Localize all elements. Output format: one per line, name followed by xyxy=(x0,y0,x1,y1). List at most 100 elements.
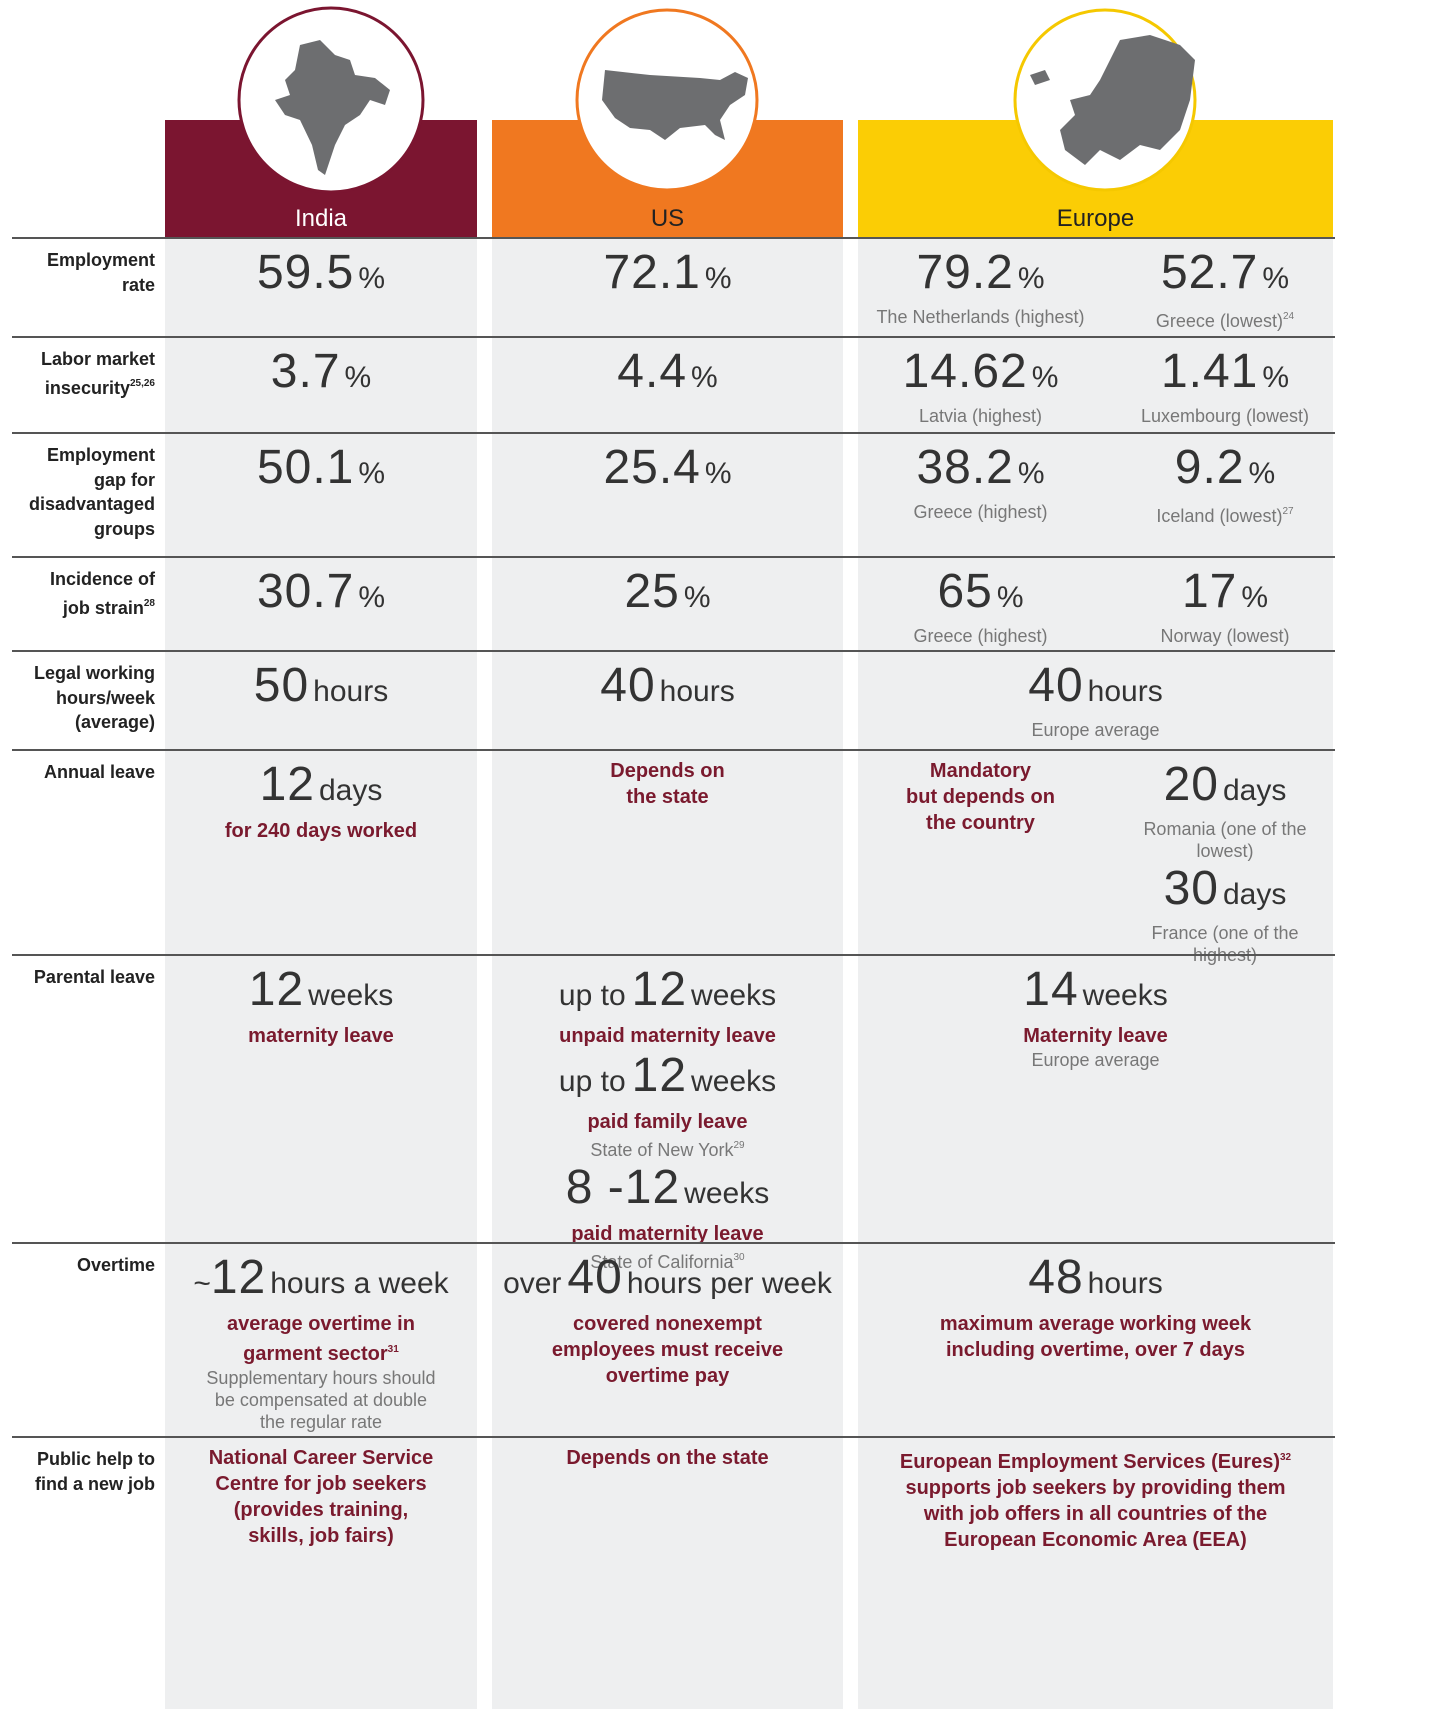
cell: 79.2% The Netherlands (highest) 52.7% Greec… xyxy=(858,246,1333,337)
sub-column: 14.62% Latvia (highest) xyxy=(858,345,1103,427)
bold-text-text: Centre for job seekers xyxy=(215,1473,427,1495)
unit: % xyxy=(996,581,1024,614)
label-line: Labor market xyxy=(0,347,155,372)
bold-text: paid family leave xyxy=(587,1109,747,1135)
label-line-text: disadvantaged xyxy=(28,494,155,514)
unit: % xyxy=(344,361,372,394)
unit: weeks xyxy=(691,979,777,1012)
value: 40 xyxy=(567,1251,623,1304)
sub-column: 9.2% Iceland (lowest)27 xyxy=(1105,441,1345,527)
value-block: Depends on the state xyxy=(610,758,724,810)
bold-text-text: the state xyxy=(626,786,709,808)
bold-text: National Career Service xyxy=(209,1445,434,1471)
value-line: 59.5% xyxy=(257,246,385,306)
row-separator xyxy=(12,954,1335,956)
value-line: 52.7% xyxy=(1161,246,1289,306)
note-text-text: Europe average xyxy=(1031,1050,1160,1070)
sub-column: 65% Greece (highest) xyxy=(858,565,1103,647)
label-line: hours/week xyxy=(0,686,155,711)
cell: 40 hours Europe average xyxy=(858,659,1333,750)
bold-text-text: garment sector xyxy=(243,1343,388,1365)
value-block: 72.1% xyxy=(603,246,731,306)
bold-text-text: covered nonexempt xyxy=(573,1313,762,1335)
label-line-text: find a new job xyxy=(35,1473,155,1494)
note-text: Romania (one of the xyxy=(1143,818,1306,840)
prefix: over xyxy=(503,1267,562,1300)
cell: Depends on the state xyxy=(492,1445,843,1709)
value-block: 3.7% xyxy=(271,345,371,405)
note-text-text: Supplementary hours should xyxy=(206,1368,436,1388)
note-text: Latvia (highest) xyxy=(919,405,1042,427)
value: 48 xyxy=(1028,1251,1084,1304)
value-block: 8 -12 weeks paid maternity leave State of C… xyxy=(566,1161,769,1273)
sub-column: 59.5% xyxy=(257,246,385,337)
value-block: 4.4% xyxy=(617,345,717,405)
sub-column: Depends on the state xyxy=(566,1445,768,1709)
cell: 25.4% xyxy=(492,441,843,557)
value: 17 xyxy=(1181,565,1238,618)
us-icon xyxy=(575,8,759,192)
unit: days xyxy=(1223,878,1287,911)
cell: European Employment Services (Eures)32 su… xyxy=(858,1445,1333,1709)
value: 40 xyxy=(1028,659,1084,712)
label-line: disadvantaged xyxy=(0,492,155,517)
sub-column: 25% xyxy=(624,565,710,651)
header-icons xyxy=(237,6,1197,194)
cell: Depends on the state xyxy=(492,758,843,955)
value-block: up to 12 weeks paid family leave State of Ne… xyxy=(559,1049,776,1161)
row-label: Overtime xyxy=(0,1253,155,1278)
label-line-text: insecurity xyxy=(44,377,130,398)
unit: % xyxy=(1262,262,1290,295)
sub-column: 20 days Romania (one of the lowest) 30 days Fr… xyxy=(1105,758,1345,966)
footnote: 32 xyxy=(1280,1452,1292,1463)
value: 40 xyxy=(600,659,656,712)
sub-column: Depends on the state xyxy=(610,758,724,955)
unit: % xyxy=(1241,581,1269,614)
value-line: 40 hours xyxy=(1028,659,1162,719)
unit: hours a week xyxy=(270,1267,449,1300)
note-text-text: Norway (lowest) xyxy=(1160,626,1290,646)
note-text-text: Latvia (highest) xyxy=(918,406,1043,426)
note-text: Greece (highest) xyxy=(913,501,1047,523)
unit: weeks xyxy=(1082,979,1168,1012)
row-separator xyxy=(12,237,1335,239)
bold-text: (provides training, xyxy=(234,1497,408,1523)
footnote: 27 xyxy=(1282,506,1294,517)
bold-text: unpaid maternity leave xyxy=(559,1023,776,1049)
label-line-text: Annual leave xyxy=(43,762,155,782)
sub-column: 3.7% xyxy=(271,345,371,433)
label-line-text: gap for xyxy=(94,469,155,490)
value-line: 9.2% xyxy=(1175,441,1275,501)
value-block: 30 days France (one of the highest) xyxy=(1151,862,1298,966)
note-text: Europe average xyxy=(1031,719,1159,741)
sub-column: 40 hours xyxy=(600,659,734,750)
bold-text: Depends on the state xyxy=(566,1445,768,1471)
column-bg xyxy=(492,238,843,1709)
note-text: Supplementary hours should xyxy=(206,1367,435,1389)
unit: % xyxy=(1017,262,1045,295)
bold-text-text: employees must receive xyxy=(551,1339,784,1361)
sub-column: Mandatory but depends on the country xyxy=(858,758,1103,836)
note-text: Greece (lowest)24 xyxy=(1156,306,1294,332)
bold-text: employees must receive xyxy=(552,1337,783,1363)
note-text-text: Iceland (lowest) xyxy=(1156,506,1283,526)
value: 25.4 xyxy=(603,441,701,494)
bold-text-text: Maternity leave xyxy=(1023,1025,1168,1047)
unit: % xyxy=(691,361,718,394)
bold-text: including overtime, over 7 days xyxy=(946,1337,1245,1363)
row-label: Incidence of job strain28 xyxy=(0,567,155,620)
label-line-text: Public help to xyxy=(36,1449,155,1469)
unit: % xyxy=(358,457,386,490)
sub-column: 1.41% Luxembourg (lowest) xyxy=(1105,345,1345,427)
unit: days xyxy=(1223,774,1287,807)
footnote: 30 xyxy=(733,1252,745,1263)
bold-text-text: maximum average working week xyxy=(939,1313,1252,1335)
value-block: 50 hours xyxy=(254,659,388,719)
row-label: Annual leave xyxy=(0,760,155,785)
label-line: Overtime xyxy=(0,1253,155,1278)
label-line: Public help to xyxy=(0,1447,155,1472)
sub-column: 48 hours maximum average working week inclu… xyxy=(940,1251,1251,1437)
bold-text-text: unpaid maternity leave xyxy=(559,1025,776,1047)
value-block: European Employment Services (Eures)32 su… xyxy=(900,1445,1291,1553)
value: 20 xyxy=(1163,758,1219,811)
